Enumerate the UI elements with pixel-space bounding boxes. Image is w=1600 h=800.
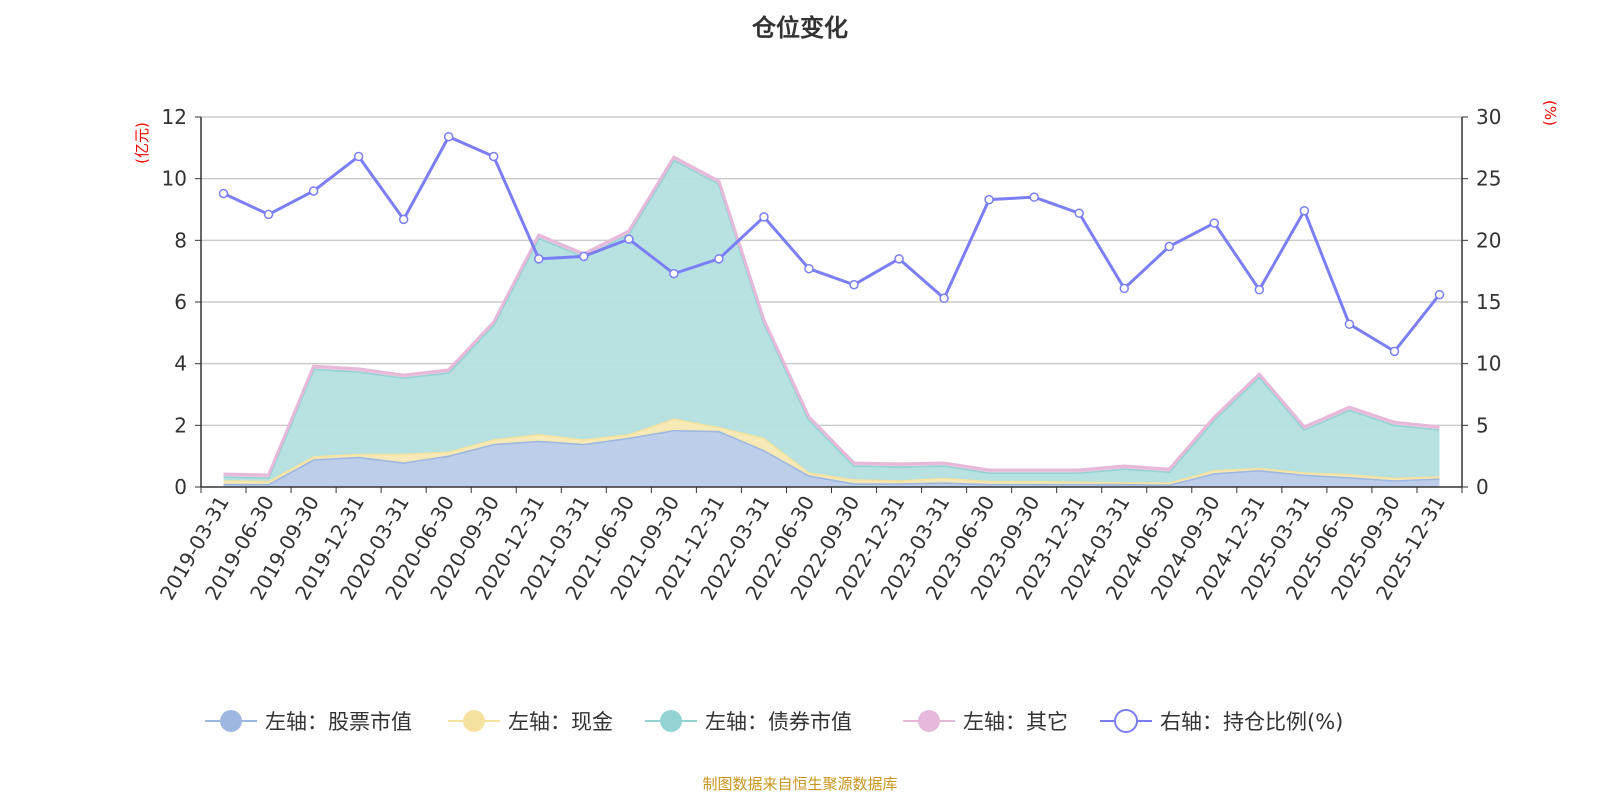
ratio-point [1434,289,1445,300]
legend-label: 左轴：债券市值 [705,710,852,734]
ratio-point [939,293,949,304]
y-right-tick-label: 20 [1476,228,1501,252]
y-left-tick-label: 4 [174,352,187,376]
ratio-point [353,151,364,162]
y-right-tick-label: 25 [1476,167,1501,191]
chart-svg: 024681012051015202530(亿元)(%)2019-03-3120… [133,100,1559,734]
y-right-axis-label: (%) [1541,100,1559,126]
ratio-point [1299,205,1310,216]
chart-title: 仓位变化 [752,14,848,42]
y-left-axis-label: (亿元) [133,122,151,164]
y-left-tick-label: 10 [162,167,187,191]
ratio-point [984,194,994,205]
legend-marker [220,710,242,732]
ratio-point [849,279,859,290]
ratio-point [263,209,274,220]
y-right-tick-label: 30 [1476,105,1501,129]
area-line-3 [223,155,1440,477]
ratio-point [714,254,724,264]
ratio-point [1389,346,1400,357]
y-right-tick-label: 10 [1476,352,1501,376]
ratio-point [804,263,814,274]
source-note: 制图数据来自恒生聚源数据库 [702,775,898,793]
ratio-point [1119,283,1129,294]
ratio-point [488,151,499,162]
ratio-point [1209,218,1220,228]
ratio-point [1344,319,1355,329]
ratio-point [1254,284,1265,295]
y-left-tick-label: 6 [174,290,187,314]
ratio-point [624,234,634,244]
ratio-point [669,268,679,279]
legend-label: 右轴：持仓比例(%) [1160,710,1343,734]
area-0 [223,429,1440,487]
y-left-tick-label: 0 [174,475,187,499]
legend-label: 左轴：股票市值 [265,710,412,734]
ratio-point [534,254,544,264]
ratio-point [398,214,409,225]
legend-marker [1114,709,1138,733]
y-left-tick-label: 2 [174,413,187,437]
y-right-tick-label: 15 [1476,290,1501,314]
ratio-point [759,212,769,222]
y-right-tick-label: 0 [1476,475,1489,499]
legend-label: 左轴：其它 [963,710,1068,734]
ratio-point [443,131,454,142]
y-left-tick-label: 8 [174,228,187,252]
legend-marker [918,710,940,732]
ratio-line [222,134,1441,354]
y-right-tick-label: 5 [1476,413,1489,437]
ratio-point [1074,208,1084,218]
area-2 [223,159,1440,483]
ratio-point [218,188,229,199]
ratio-point [579,251,589,262]
ratio-point [1029,192,1039,202]
legend-marker [463,710,485,732]
legend-label: 左轴：现金 [508,710,613,734]
ratio-point [308,186,319,196]
legend-marker [660,710,682,732]
ratio-point [894,254,904,264]
y-left-tick-label: 12 [162,105,187,129]
ratio-point [1164,241,1175,252]
